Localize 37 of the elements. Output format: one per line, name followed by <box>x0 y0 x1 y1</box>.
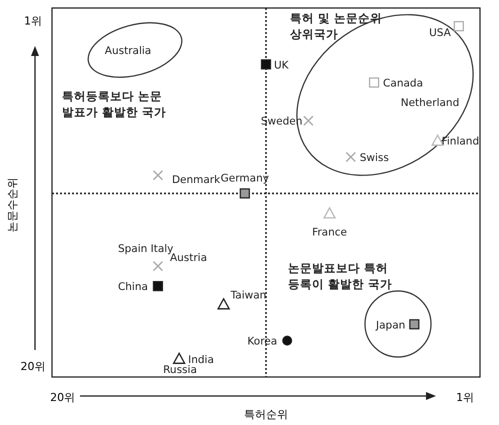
data-label: Korea <box>247 336 278 348</box>
annotation: 논문발표보다 특허 등록이 활발한 국가 <box>288 261 392 291</box>
data-label: France <box>312 226 348 238</box>
data-label: Spain Italy Austria <box>118 243 208 264</box>
data-label: Taiwan <box>230 289 266 302</box>
data-label: Japan <box>375 319 406 332</box>
point <box>303 116 314 126</box>
annotation: 특허 및 논문순위 상위국가 <box>289 11 382 41</box>
annotation: Australia <box>104 45 152 57</box>
point <box>152 281 164 292</box>
point <box>409 319 420 330</box>
point <box>172 352 186 364</box>
data-label: USA <box>429 27 452 40</box>
data-label: India <box>188 354 214 366</box>
x-axis-title: 특허순위 <box>244 408 288 421</box>
data-label: Finland <box>442 136 480 148</box>
annotation: Russia <box>163 364 197 376</box>
y-axis-title: 논문수순위 <box>6 178 19 232</box>
annotation: Netherland <box>400 97 460 109</box>
data-label: Germany <box>220 172 269 184</box>
data-label: UK <box>274 59 290 72</box>
data-label: Denmark <box>172 174 222 186</box>
point <box>260 59 272 70</box>
point <box>217 298 230 310</box>
point <box>152 170 164 180</box>
point <box>368 77 380 88</box>
data-label: China <box>118 281 148 294</box>
point <box>431 134 444 146</box>
point <box>152 260 164 272</box>
data-label: Swiss <box>360 152 389 164</box>
point <box>346 152 356 162</box>
point <box>454 21 464 32</box>
point <box>323 207 336 219</box>
point <box>282 336 292 346</box>
annotation: 특허등록보다 논문 발표가 활발한 국가 <box>62 89 166 119</box>
point <box>240 188 250 199</box>
data-label: Canada <box>383 78 424 90</box>
